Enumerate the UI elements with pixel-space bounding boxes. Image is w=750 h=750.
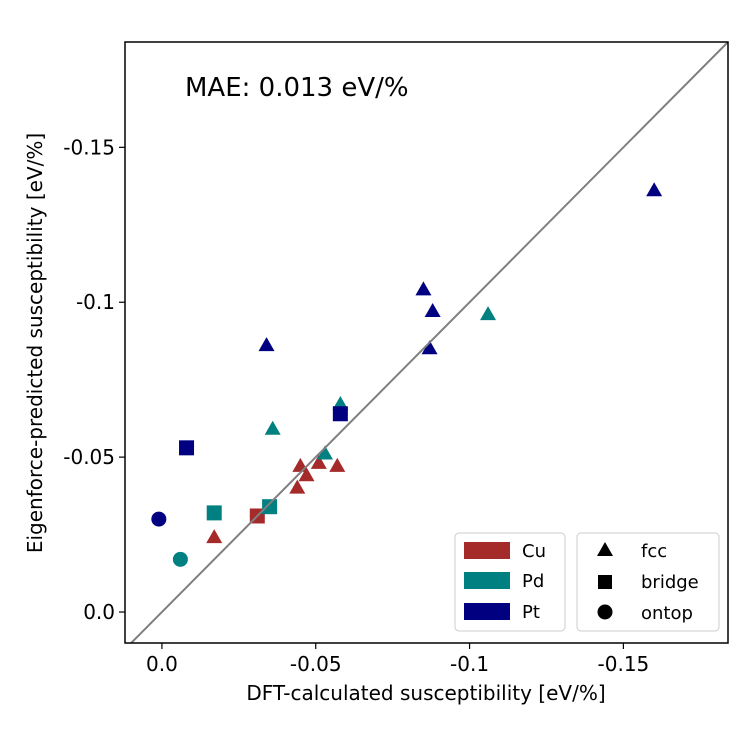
- legend-marker-square: [598, 575, 612, 589]
- legend-label-cu: Cu: [522, 541, 546, 562]
- y-axis-ticks: 0.0 -0.05 -0.1 -0.15: [63, 135, 125, 624]
- data-point-pt-bridge: [179, 440, 195, 456]
- x-tick-label: 0.0: [146, 652, 178, 676]
- x-tick-label: -0.1: [450, 652, 489, 676]
- y-tick-label: -0.1: [76, 290, 115, 314]
- data-point-cu-fcc: [289, 479, 306, 494]
- data-point-pd-fcc: [480, 306, 497, 321]
- legend-swatch-cu: [464, 542, 510, 559]
- plot-frame: [124, 41, 729, 644]
- data-point-pd-bridge: [206, 505, 222, 521]
- data-point-pt-fcc: [415, 281, 432, 296]
- legend-marker-circle: [597, 604, 613, 620]
- y-tick-label: -0.15: [63, 135, 115, 159]
- data-point-pd-fcc: [264, 420, 281, 435]
- legend-marker-triangle: [597, 542, 613, 556]
- data-point-cu-fcc: [206, 529, 223, 544]
- legend-swatch-pt: [464, 603, 510, 620]
- data-point-pt-fcc: [258, 337, 275, 352]
- site-legend: fcc bridge ontop: [576, 532, 720, 632]
- data-point-cu-fcc: [310, 454, 327, 469]
- data-point-pt-fcc: [424, 303, 441, 318]
- legend-label-ontop: ontop: [641, 603, 693, 624]
- data-point-pd-ontop: [172, 551, 188, 567]
- data-point-cu-fcc: [329, 457, 346, 472]
- legend-label-pd: Pd: [522, 571, 544, 592]
- data-point-pt-bridge: [332, 406, 348, 422]
- y-tick-label: -0.05: [63, 445, 115, 469]
- identity-reference-line: [130, 41, 729, 644]
- y-tick-label: 0.0: [83, 600, 115, 624]
- y-axis-label: Eigenforce-predicted susceptibility [eV/…: [23, 133, 47, 553]
- x-tick-label: -0.15: [598, 652, 650, 676]
- data-point-pt-fcc: [646, 182, 663, 197]
- data-points: [151, 182, 663, 567]
- mae-annotation: MAE: 0.013 eV/%: [185, 73, 409, 103]
- data-point-pt-fcc: [421, 340, 438, 355]
- x-tick-label: -0.05: [290, 652, 342, 676]
- legend-label-fcc: fcc: [641, 541, 667, 562]
- legend-swatch-pd: [464, 572, 510, 589]
- x-axis-ticks: 0.0 -0.05 -0.1 -0.15: [146, 643, 649, 676]
- metal-legend: Cu Pd Pt: [454, 532, 566, 632]
- data-point-cu-fcc: [298, 467, 315, 482]
- data-point-pt-ontop: [151, 511, 167, 527]
- site-legend-frame: [576, 532, 720, 632]
- legend-label-bridge: bridge: [641, 572, 699, 593]
- data-point-pd-bridge: [262, 499, 278, 515]
- x-axis-label: DFT-calculated susceptibility [eV/%]: [246, 681, 605, 705]
- legend-label-pt: Pt: [522, 602, 540, 623]
- data-point-pd-fcc: [316, 445, 333, 460]
